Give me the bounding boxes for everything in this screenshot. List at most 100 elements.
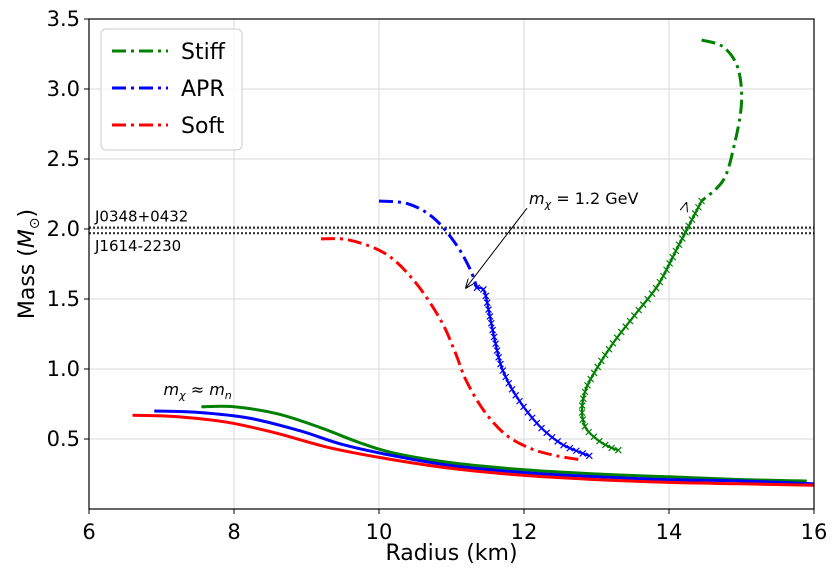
legend-entry-apr: APR xyxy=(112,77,225,102)
tick-label-y: 1.5 xyxy=(47,287,80,311)
cross-marker-apr xyxy=(486,312,494,320)
cross-marker-stiff xyxy=(626,317,634,325)
cross-markers xyxy=(473,197,706,460)
cross-marker-stiff xyxy=(581,388,589,396)
cross-marker-apr xyxy=(512,391,520,399)
legend: Stiff APR Soft xyxy=(100,28,243,151)
tick-label-y: 1.0 xyxy=(47,357,80,381)
cross-marker-stiff xyxy=(656,278,664,286)
curve-stiff-admixed-5 xyxy=(201,404,807,483)
cross-marker-stiff xyxy=(601,441,609,449)
cross-marker-apr xyxy=(489,326,497,334)
cross-marker-stiff xyxy=(595,437,603,445)
cross-marker-stiff xyxy=(587,375,595,383)
annotation-arrows xyxy=(466,203,686,288)
tick-label-y: 3.5 xyxy=(47,7,80,31)
cross-marker-stiff xyxy=(581,422,589,430)
cross-marker-apr xyxy=(490,333,498,341)
cross-marker-apr xyxy=(497,360,504,368)
cross-marker-stiff xyxy=(601,351,609,359)
cross-marker-stiff xyxy=(617,328,625,336)
cross-marker-apr xyxy=(516,397,523,405)
cross-marker-apr xyxy=(524,408,532,416)
ann2-sym: m xyxy=(164,380,180,399)
legend-box xyxy=(100,28,243,151)
cross-marker-stiff xyxy=(669,253,677,261)
cross-marker-stiff xyxy=(675,241,683,249)
cross-marker-stiff xyxy=(613,334,621,342)
cross-marker-stiff xyxy=(630,312,638,319)
cross-marker-stiff xyxy=(594,363,602,371)
legend-label-stiff: Stiff xyxy=(181,40,226,65)
cross-marker-stiff xyxy=(688,216,696,224)
cross-marker-apr xyxy=(487,319,495,327)
cross-marker-stiff xyxy=(590,433,598,441)
ref-label-j1614: J1614-2230 xyxy=(94,237,181,255)
cross-marker-apr xyxy=(492,340,500,348)
cross-marker-apr xyxy=(572,447,580,455)
curve-soft-admixed-7 xyxy=(132,413,815,487)
cross-marker-apr xyxy=(566,444,574,452)
reference-lines xyxy=(89,226,814,235)
cross-marker-stiff xyxy=(605,345,613,353)
ann-sym: m xyxy=(529,189,545,208)
arrow-to-apr xyxy=(466,207,528,288)
axis-titles: Radius (km) Mass (M⊙) xyxy=(15,209,518,566)
cross-marker-stiff xyxy=(648,290,656,298)
legend-entry-stiff: Stiff xyxy=(112,40,226,65)
cross-marker-stiff xyxy=(590,369,598,377)
cross-marker-stiff xyxy=(666,260,674,267)
tick-label-y: 3.0 xyxy=(47,77,80,101)
tick-label-y: 2.5 xyxy=(47,147,80,171)
curve-soft-mirror-4 xyxy=(320,237,583,462)
cross-marker-stiff xyxy=(694,203,702,211)
cross-marker-stiff xyxy=(698,197,706,205)
tick-label-y: 0.5 xyxy=(47,427,80,451)
curve-apr-mirror-2 xyxy=(378,199,479,289)
cross-marker-stiff xyxy=(652,284,660,292)
cross-marker-apr xyxy=(554,437,562,445)
cross-marker-apr xyxy=(502,373,510,381)
cross-marker-apr xyxy=(499,367,507,375)
cross-marker-apr xyxy=(508,385,516,393)
cross-marker-stiff xyxy=(639,301,647,309)
cross-marker-stiff xyxy=(579,395,587,403)
y-axis-title: Mass (M⊙) xyxy=(15,209,43,319)
ann2-sym2: m xyxy=(209,380,225,399)
cross-marker-apr xyxy=(505,379,513,387)
cross-marker-apr xyxy=(520,403,528,411)
curve-apr-ordinary-3 xyxy=(476,286,590,457)
ann2-mid: ≈ xyxy=(186,380,210,399)
ann2-sub2: n xyxy=(225,389,232,402)
legend-entry-soft: Soft xyxy=(112,114,225,139)
cross-marker-apr xyxy=(579,449,587,457)
cross-marker-stiff xyxy=(682,228,689,236)
cross-marker-apr xyxy=(585,452,593,460)
curve-apr-admixed-6 xyxy=(154,409,815,486)
annotation-mchi-gev: mχ = 1.2 GeV xyxy=(529,189,638,211)
legend-label-apr: APR xyxy=(181,77,225,102)
ylabel-close: ) xyxy=(15,209,40,218)
cross-marker-stiff xyxy=(659,272,667,280)
ann-text: = 1.2 GeV xyxy=(551,189,638,208)
cross-marker-stiff xyxy=(614,446,622,454)
cross-marker-apr xyxy=(479,285,487,293)
cross-marker-stiff xyxy=(691,210,699,217)
curve-stiff-mirror-0 xyxy=(700,38,744,203)
cross-marker-stiff xyxy=(622,323,630,330)
x-axis-title: Radius (km) xyxy=(385,541,517,566)
tick-label-x: 8 xyxy=(227,520,240,544)
cross-marker-apr xyxy=(482,292,490,300)
annotation-mchi-mn: mχ ≈ mn xyxy=(164,380,232,402)
ylabel-main: Mass ( xyxy=(15,248,40,319)
ann-sub: χ xyxy=(544,198,552,211)
cross-marker-stiff xyxy=(678,234,686,242)
axis-ticks: 6 8 10 12 14 16 0.5 1.0 1.5 2.0 2.5 3.0 3.5 xyxy=(47,7,828,544)
cross-marker-apr xyxy=(495,353,503,361)
ref-label-j0348: J0348+0432 xyxy=(94,208,188,226)
tick-label-x: 12 xyxy=(511,520,538,544)
reference-labels: J0348+0432 J1614-2230 xyxy=(94,208,188,256)
tick-label-y: 2.0 xyxy=(47,217,80,241)
cross-marker-apr xyxy=(548,433,556,441)
